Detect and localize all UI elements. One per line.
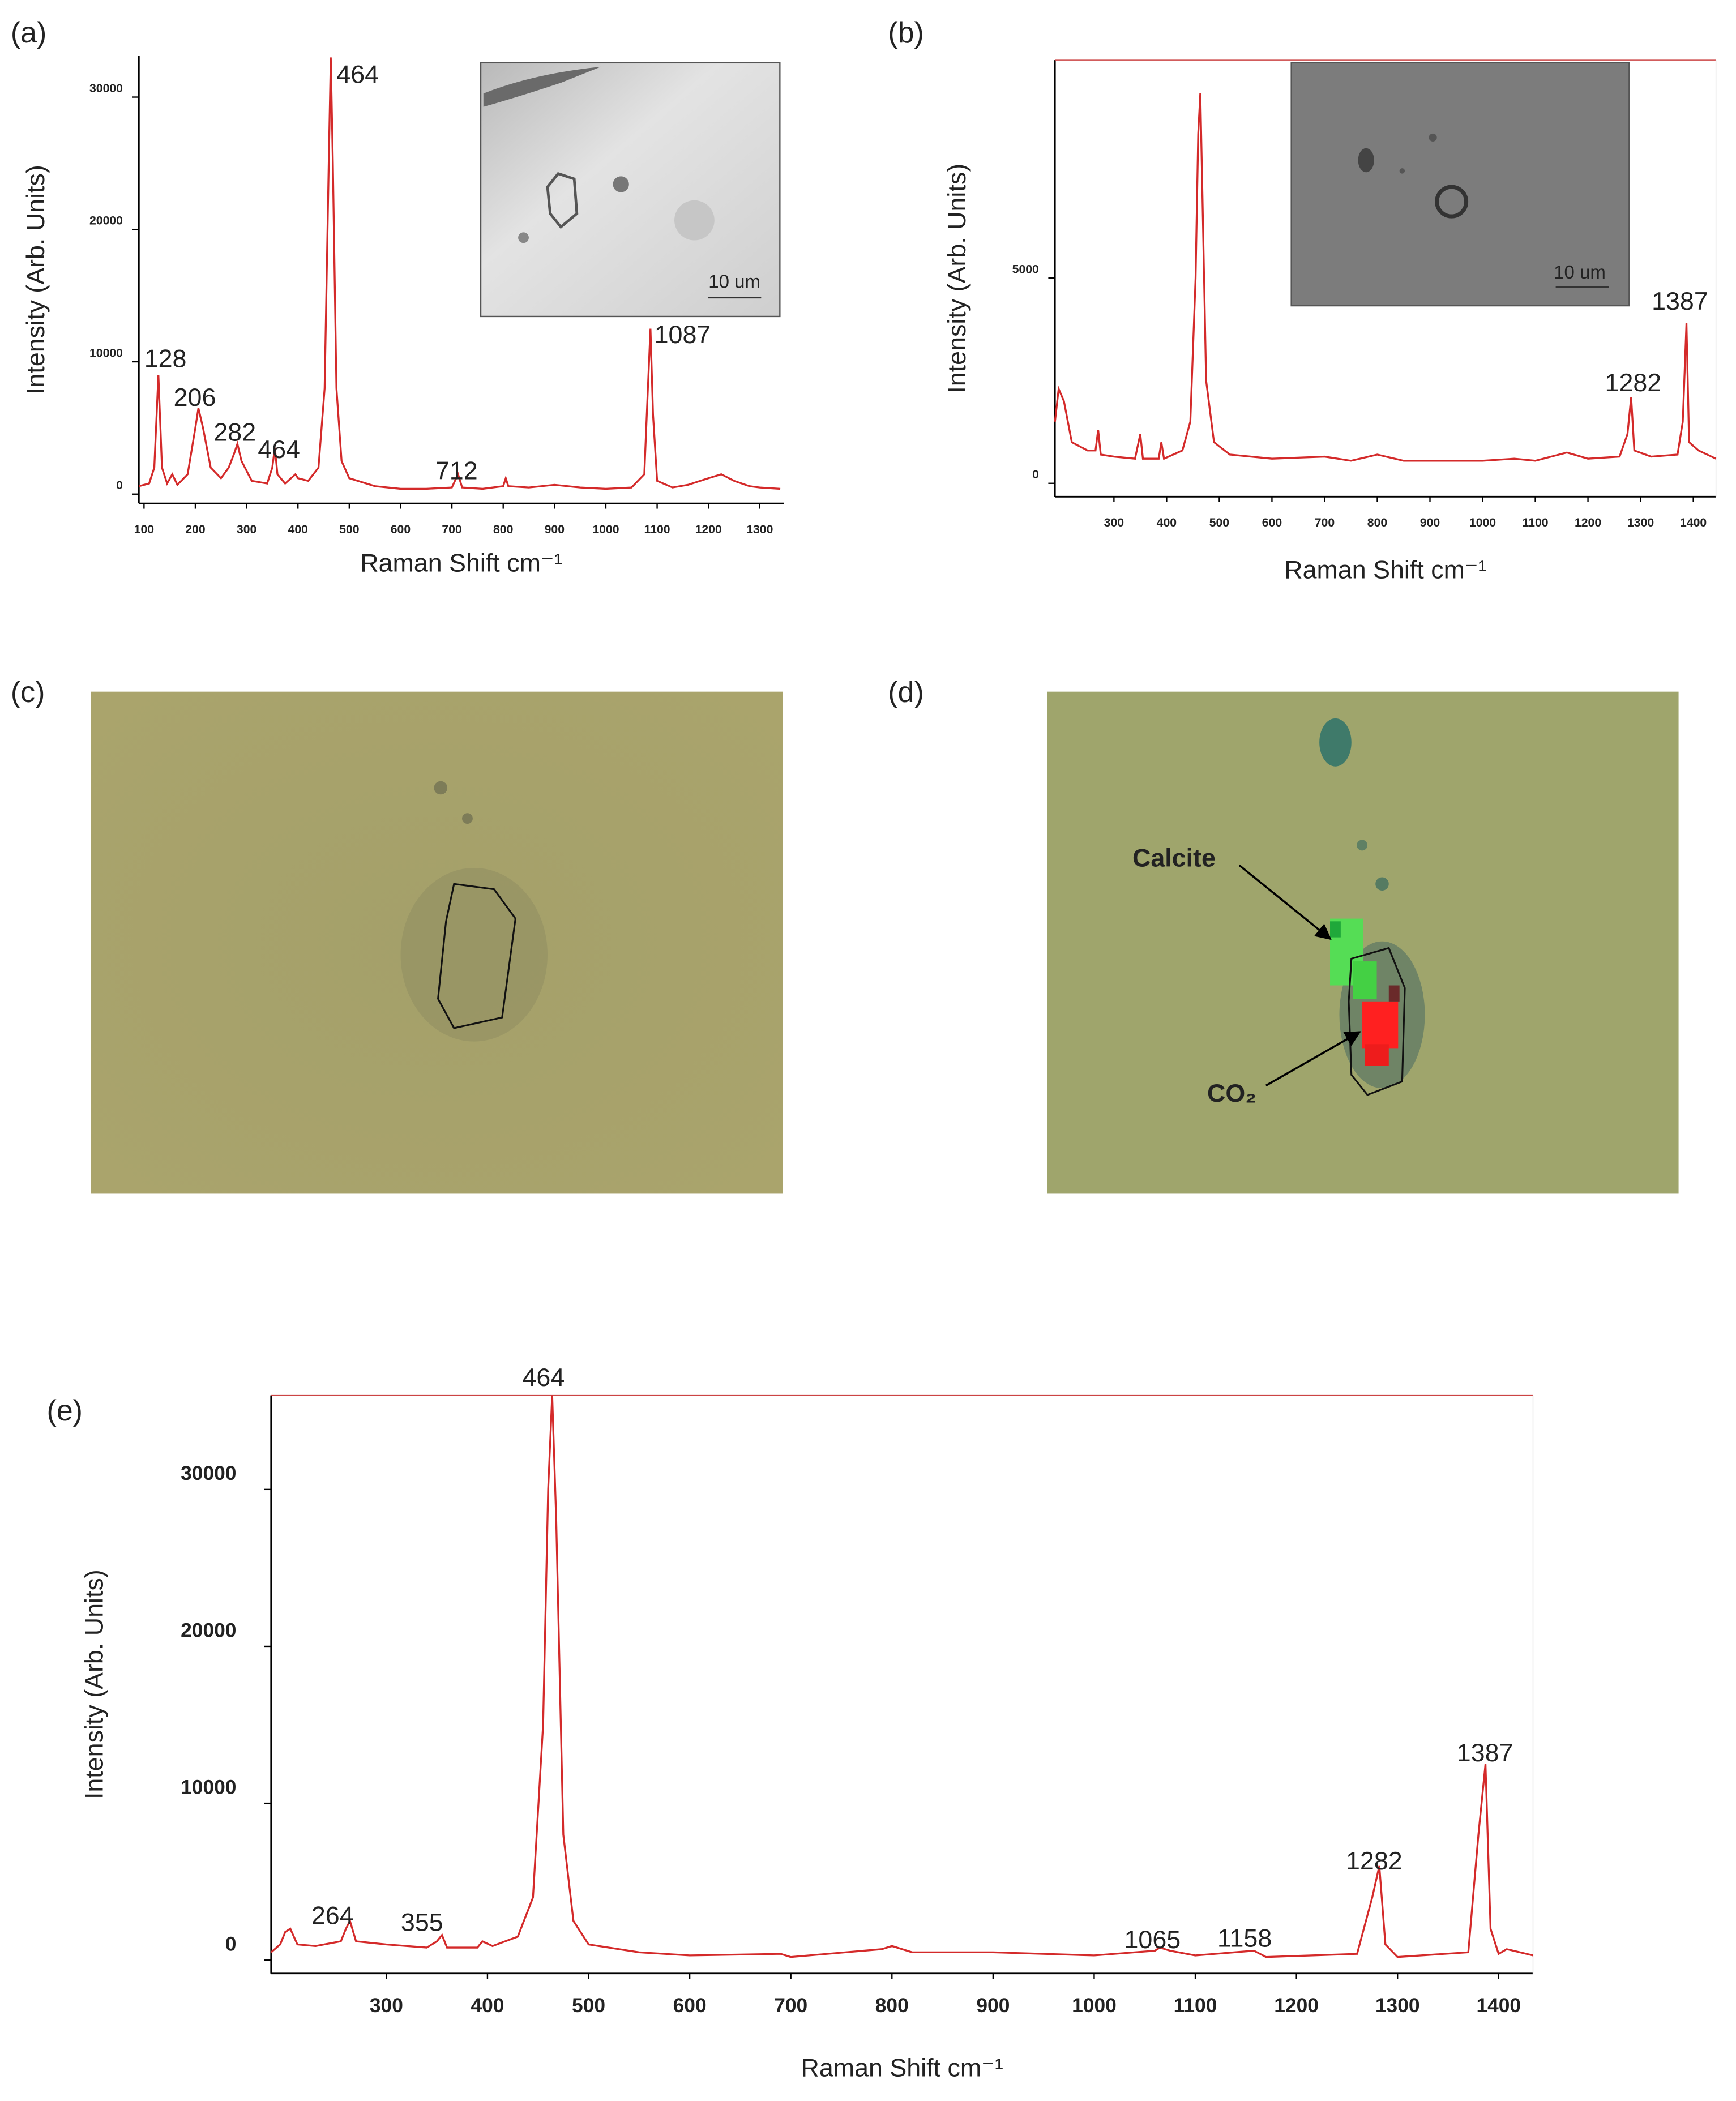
x-tick-label: 800 [1367,516,1387,529]
map-label: CO₂ [1207,1079,1256,1107]
peak-label: 1282 [1346,1847,1403,1875]
x-tick-label: 700 [774,1995,807,2017]
peak-label: 1387 [1457,1739,1513,1767]
raman-map: Calcite CO₂ [1047,691,1679,1194]
x-tick-label: 1100 [1523,516,1549,529]
x-tick-label: 400 [288,523,308,536]
peak-label: 464 [523,1363,565,1392]
x-tick-label: 1200 [1274,1995,1319,2017]
x-tick-label: 1200 [1575,516,1601,529]
x-axis-label: Raman Shift cm⁻¹ [1284,555,1486,584]
scale-label: 10 um [1554,262,1606,283]
scale-label: 10 um [708,271,760,292]
y-tick-label: 10000 [89,346,123,360]
x-tick-label: 600 [1262,516,1282,529]
x-tick-label: 1300 [1627,516,1654,529]
x-tick-label: 1400 [1680,516,1707,529]
x-axis-label: Raman Shift cm⁻¹ [360,549,562,577]
y-tick-label: 30000 [89,82,123,95]
map-label: Calcite [1132,844,1216,872]
peak-label: 464 [336,60,379,88]
x-tick-label: 300 [237,523,256,536]
peak-label: 1065 [1124,1925,1181,1954]
x-tick-label: 300 [1104,516,1124,529]
y-tick-label: 5000 [1012,263,1039,276]
peak-label: 1282 [1605,369,1662,397]
x-tick-label: 900 [976,1995,1010,2017]
panel-label: (c) [11,675,45,708]
x-tick-label: 1000 [1469,516,1496,529]
x-tick-label: 400 [471,1995,504,2017]
x-tick-label: 500 [572,1995,605,2017]
peak-label: 355 [401,1908,443,1936]
x-tick-label: 800 [875,1995,909,2017]
x-tick-label: 1300 [746,523,773,536]
spectrum [1054,93,1717,462]
x-tick-label: 1400 [1476,1995,1521,2017]
peak-label: 1158 [1217,1924,1272,1953]
x-tick-label: 1100 [1174,1995,1217,2017]
inset-image: 10 um [480,62,781,318]
x-axis-label: Raman Shift cm⁻¹ [801,2053,1003,2082]
y-tick-label: 0 [116,479,123,492]
x-tick-label: 600 [673,1995,707,2017]
x-tick-label: 1100 [644,523,670,536]
x-tick-label: 500 [1209,516,1229,529]
peak-label: 712 [435,457,478,485]
x-tick-label: 1000 [592,523,619,536]
y-tick-label: 20000 [181,1619,236,1641]
micrograph [91,691,783,1194]
x-tick-label: 400 [1157,516,1177,529]
panel-label: (a) [11,16,46,49]
peak-label: 1087 [655,320,711,349]
panel-label: (b) [888,16,923,49]
peak-label: 464 [258,435,300,464]
x-tick-label: 900 [1420,516,1440,529]
spectrum [270,1395,1533,1958]
y-tick-label: 20000 [89,215,123,228]
x-tick-label: 1200 [695,523,722,536]
panel-label: (e) [47,1394,83,1427]
y-axis-label: Intensity (Arb. Units) [22,165,50,395]
x-tick-label: 500 [339,523,359,536]
x-tick-label: 1300 [1375,1995,1420,2017]
x-tick-label: 800 [493,523,513,536]
x-tick-label: 200 [185,523,205,536]
peak-label: 264 [311,1902,354,1930]
peak-label: 128 [144,345,187,373]
peak-label: 282 [213,418,256,446]
panel-label: (d) [888,675,923,708]
inset-image: 10 um [1290,62,1630,307]
x-tick-label: 300 [370,1995,403,2017]
y-axis-label: Intensity (Arb. Units) [943,164,971,393]
peak-label: 1387 [1652,287,1708,315]
x-tick-label: 1000 [1072,1995,1117,2017]
x-tick-label: 100 [134,523,154,536]
y-tick-label: 0 [1032,468,1039,481]
peak-label: 206 [174,383,216,412]
x-tick-label: 700 [1315,516,1335,529]
y-axis-label: Intensity (Arb. Units) [80,1569,109,1799]
y-tick-label: 30000 [181,1462,236,1484]
y-tick-label: 10000 [181,1776,236,1798]
y-tick-label: 0 [225,1933,237,1955]
x-tick-label: 900 [545,523,565,536]
x-tick-label: 600 [391,523,411,536]
spectrum [138,57,781,490]
x-tick-label: 700 [442,523,461,536]
